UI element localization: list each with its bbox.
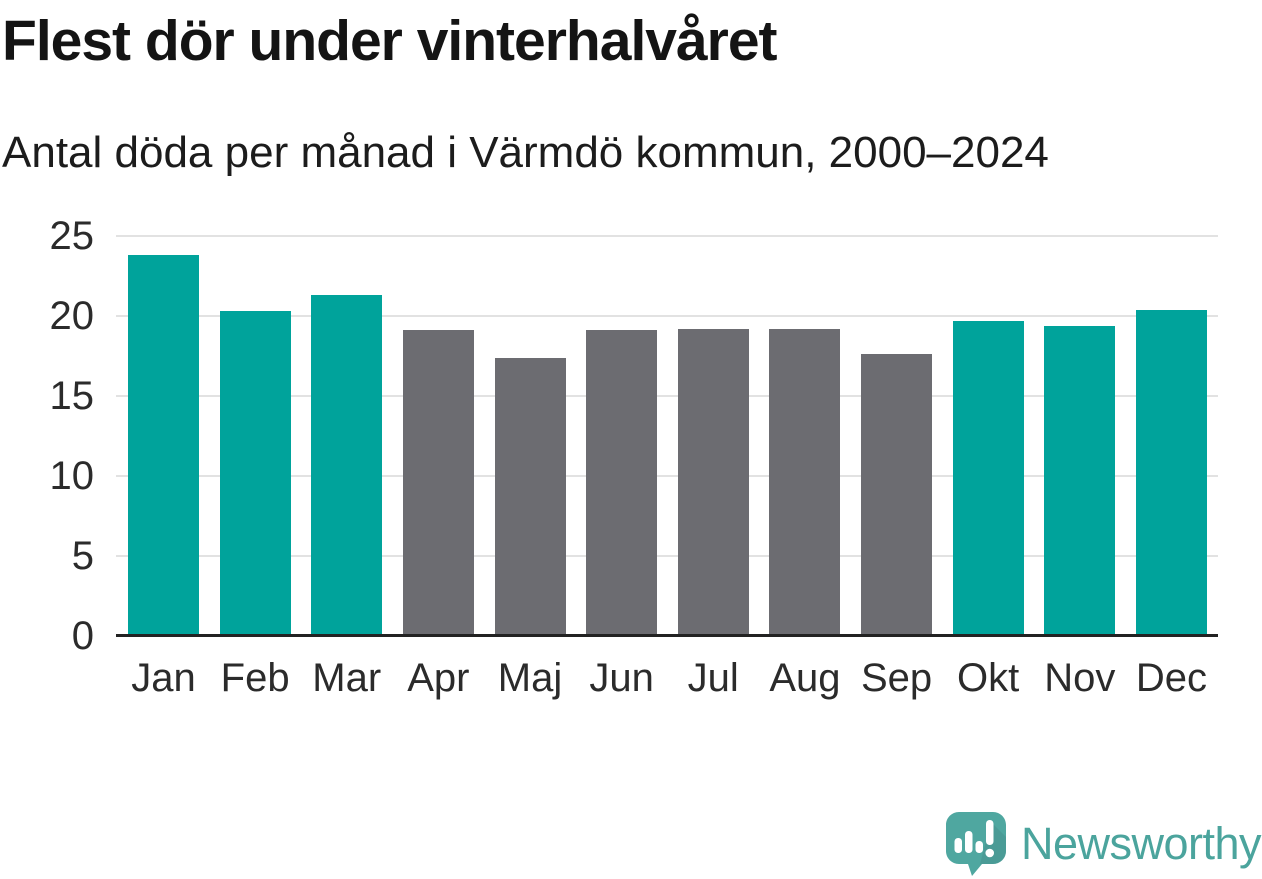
chart-title: Flest dör under vinterhalvåret	[2, 9, 778, 73]
x-axis-label-jun: Jun	[589, 656, 654, 700]
x-axis: Jan Feb Mar Apr Maj Jun Jul Aug Sep Okt Nov Dec	[116, 656, 1218, 701]
x-axis-label-feb: Feb	[220, 656, 290, 700]
x-axis-label-nov: Nov	[1044, 656, 1116, 700]
newsworthy-logo-icon	[946, 812, 1006, 876]
plot-area	[116, 235, 1218, 637]
y-axis-tick-label-25: 25	[49, 214, 95, 258]
gridline-20	[116, 315, 1218, 317]
y-axis-tick-label-0: 0	[71, 614, 94, 658]
bar-dec	[1135, 309, 1207, 636]
x-axis-label-jul: Jul	[687, 656, 739, 700]
x-axis-label-mar: Mar	[312, 656, 382, 700]
x-axis-label-apr: Apr	[407, 656, 470, 700]
bar-okt	[952, 320, 1024, 636]
y-axis-tick-label-15: 15	[49, 374, 95, 418]
newsworthy-logo: Newsworthy	[944, 811, 1262, 877]
bar-jul	[677, 328, 749, 636]
gridline-10	[116, 475, 1218, 477]
bar-jun	[586, 330, 658, 636]
bar-sep	[861, 354, 932, 636]
x-axis-label-okt: Okt	[957, 656, 1020, 700]
newsworthy-logo-text: Newsworthy	[1021, 818, 1262, 869]
bar-jan	[128, 255, 199, 636]
x-axis-label-dec: Dec	[1135, 656, 1208, 700]
bar-mar	[311, 295, 383, 636]
x-axis-label-jan: Jan	[131, 656, 196, 700]
bar-aug	[769, 328, 841, 636]
y-axis-tick-label-5: 5	[71, 534, 94, 578]
bars-row	[116, 236, 1218, 636]
x-axis-label-maj: Maj	[497, 656, 563, 700]
bar-nov	[1044, 325, 1116, 636]
gridline-15	[116, 395, 1218, 397]
x-axis-label-sep: Sep	[861, 656, 933, 700]
x-axis-line	[116, 634, 1218, 637]
bar-apr	[402, 330, 474, 636]
y-axis: 0 5 10 15 20 25	[0, 214, 95, 658]
x-axis-label-aug: Aug	[769, 656, 841, 700]
gridline-5	[116, 555, 1218, 557]
bar-feb	[219, 311, 291, 636]
y-axis-tick-label-20: 20	[49, 294, 95, 338]
y-axis-tick-label-10: 10	[49, 454, 95, 498]
gridline-25	[116, 235, 1218, 237]
bar-maj	[494, 357, 566, 636]
chart-subtitle: Antal döda per månad i Värmdö kommun, 20…	[2, 128, 1049, 177]
